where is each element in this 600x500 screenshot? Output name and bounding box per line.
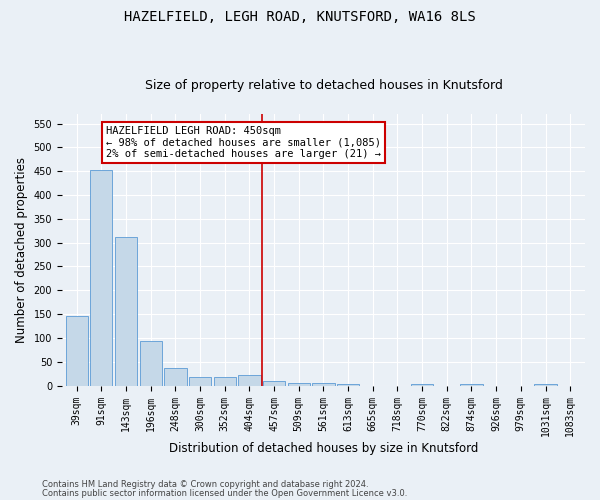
Bar	[65, 316, 88, 386]
Bar	[115, 238, 137, 386]
Bar	[164, 368, 187, 386]
Bar	[411, 384, 433, 386]
Bar	[263, 381, 285, 386]
Bar	[337, 384, 359, 386]
Text: HAZELFIELD LEGH ROAD: 450sqm
← 98% of detached houses are smaller (1,085)
2% of : HAZELFIELD LEGH ROAD: 450sqm ← 98% of de…	[106, 126, 382, 159]
Bar	[238, 375, 260, 386]
Bar	[287, 383, 310, 386]
Bar	[214, 376, 236, 386]
Title: Size of property relative to detached houses in Knutsford: Size of property relative to detached ho…	[145, 79, 502, 92]
Bar	[313, 382, 335, 386]
Bar	[535, 384, 557, 386]
Bar	[90, 170, 112, 386]
Text: HAZELFIELD, LEGH ROAD, KNUTSFORD, WA16 8LS: HAZELFIELD, LEGH ROAD, KNUTSFORD, WA16 8…	[124, 10, 476, 24]
Text: Contains public sector information licensed under the Open Government Licence v3: Contains public sector information licen…	[42, 489, 407, 498]
Y-axis label: Number of detached properties: Number of detached properties	[15, 157, 28, 343]
Bar	[140, 342, 162, 386]
X-axis label: Distribution of detached houses by size in Knutsford: Distribution of detached houses by size …	[169, 442, 478, 455]
Bar	[189, 376, 211, 386]
Bar	[460, 384, 482, 386]
Text: Contains HM Land Registry data © Crown copyright and database right 2024.: Contains HM Land Registry data © Crown c…	[42, 480, 368, 489]
